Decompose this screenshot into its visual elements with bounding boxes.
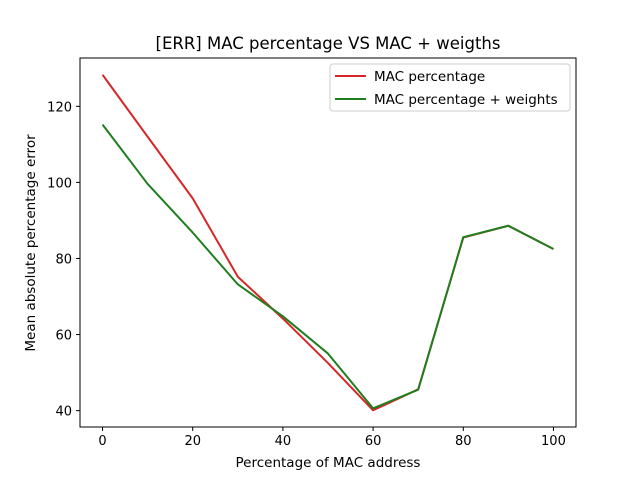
series-line-1 — [101, 123, 554, 410]
y-axis-title: Mean absolute percentage error — [23, 134, 39, 352]
y-tick-label: 80 — [55, 252, 72, 267]
x-tick-label: 80 — [455, 434, 472, 449]
x-tick-label: 100 — [541, 434, 566, 449]
y-tick-label: 100 — [47, 176, 72, 191]
x-tick-label: 20 — [184, 434, 201, 449]
legend-label-1: MAC percentage + weights — [374, 92, 558, 108]
chart-title: [ERR] MAC percentage VS MAC + weigths — [156, 34, 501, 53]
x-axis-title: Percentage of MAC address — [236, 455, 421, 471]
legend-box — [329, 63, 571, 112]
x-tick-label: 60 — [365, 434, 382, 449]
legend-label-0: MAC percentage — [374, 69, 485, 85]
x-tick-label: 40 — [275, 434, 292, 449]
y-tick-label: 40 — [55, 405, 72, 420]
axes-frame — [79, 57, 577, 428]
y-tick-label: 120 — [47, 100, 72, 115]
y-tick-label: 60 — [55, 329, 72, 344]
legend: MAC percentage MAC percentage + weights — [329, 63, 571, 112]
x-tick-label: 0 — [98, 434, 106, 449]
plot-area: 0 20 40 60 80 100 40 60 80 100 120 — [47, 57, 577, 449]
